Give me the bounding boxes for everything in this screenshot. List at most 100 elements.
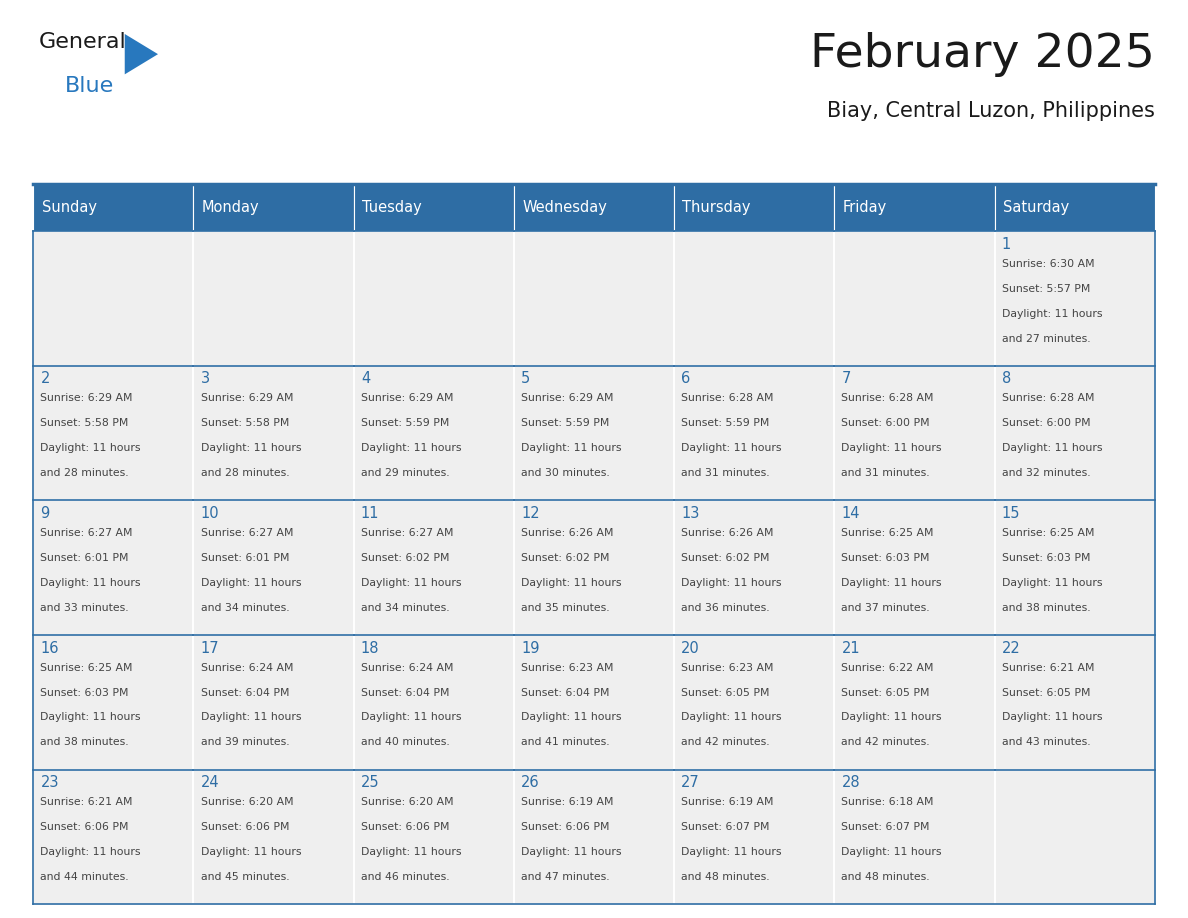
Text: Blue: Blue	[65, 76, 114, 96]
Text: Daylight: 11 hours: Daylight: 11 hours	[201, 577, 301, 588]
FancyBboxPatch shape	[194, 366, 354, 500]
Text: Sunset: 6:03 PM: Sunset: 6:03 PM	[1001, 553, 1091, 563]
Text: Sunrise: 6:23 AM: Sunrise: 6:23 AM	[681, 663, 773, 673]
Text: Sunrise: 6:21 AM: Sunrise: 6:21 AM	[40, 797, 133, 807]
Text: Sunrise: 6:18 AM: Sunrise: 6:18 AM	[841, 797, 934, 807]
FancyBboxPatch shape	[834, 184, 994, 231]
Text: 14: 14	[841, 506, 860, 521]
Text: Daylight: 11 hours: Daylight: 11 hours	[681, 443, 782, 453]
Text: Daylight: 11 hours: Daylight: 11 hours	[40, 847, 141, 857]
Text: Sunrise: 6:29 AM: Sunrise: 6:29 AM	[40, 394, 133, 403]
Text: Daylight: 11 hours: Daylight: 11 hours	[1001, 577, 1102, 588]
Text: 11: 11	[361, 506, 379, 521]
Text: Daylight: 11 hours: Daylight: 11 hours	[361, 443, 461, 453]
FancyBboxPatch shape	[33, 635, 194, 769]
Text: Sunset: 6:02 PM: Sunset: 6:02 PM	[522, 553, 609, 563]
Text: and 47 minutes.: and 47 minutes.	[522, 872, 609, 882]
FancyBboxPatch shape	[674, 769, 834, 904]
Text: Daylight: 11 hours: Daylight: 11 hours	[522, 712, 621, 722]
Text: Daylight: 11 hours: Daylight: 11 hours	[522, 847, 621, 857]
Text: Daylight: 11 hours: Daylight: 11 hours	[1001, 308, 1102, 319]
Text: Sunset: 5:59 PM: Sunset: 5:59 PM	[681, 419, 770, 429]
Text: 18: 18	[361, 641, 379, 655]
Text: February 2025: February 2025	[810, 32, 1155, 77]
Text: 20: 20	[681, 641, 700, 655]
Text: and 27 minutes.: and 27 minutes.	[1001, 333, 1091, 343]
Text: and 38 minutes.: and 38 minutes.	[40, 737, 129, 747]
FancyBboxPatch shape	[33, 769, 194, 904]
FancyBboxPatch shape	[354, 366, 514, 500]
Text: Sunset: 6:04 PM: Sunset: 6:04 PM	[361, 688, 449, 698]
Text: and 38 minutes.: and 38 minutes.	[1001, 603, 1091, 612]
Text: Sunrise: 6:21 AM: Sunrise: 6:21 AM	[1001, 663, 1094, 673]
Text: Sunset: 6:01 PM: Sunset: 6:01 PM	[40, 553, 128, 563]
FancyBboxPatch shape	[354, 635, 514, 769]
Text: Sunrise: 6:20 AM: Sunrise: 6:20 AM	[201, 797, 293, 807]
Text: Daylight: 11 hours: Daylight: 11 hours	[681, 847, 782, 857]
Text: Daylight: 11 hours: Daylight: 11 hours	[361, 712, 461, 722]
FancyBboxPatch shape	[674, 366, 834, 500]
Text: and 42 minutes.: and 42 minutes.	[681, 737, 770, 747]
Text: Sunset: 6:05 PM: Sunset: 6:05 PM	[841, 688, 930, 698]
Text: Daylight: 11 hours: Daylight: 11 hours	[1001, 712, 1102, 722]
Text: Monday: Monday	[202, 200, 259, 215]
Text: Tuesday: Tuesday	[362, 200, 422, 215]
Text: and 33 minutes.: and 33 minutes.	[40, 603, 129, 612]
FancyBboxPatch shape	[834, 366, 994, 500]
Text: 28: 28	[841, 775, 860, 790]
Text: Sunset: 6:03 PM: Sunset: 6:03 PM	[841, 553, 930, 563]
Text: 6: 6	[681, 372, 690, 386]
Text: Biay, Central Luzon, Philippines: Biay, Central Luzon, Philippines	[827, 101, 1155, 121]
FancyBboxPatch shape	[994, 184, 1155, 231]
Text: 27: 27	[681, 775, 700, 790]
Text: Daylight: 11 hours: Daylight: 11 hours	[361, 577, 461, 588]
Text: 19: 19	[522, 641, 539, 655]
Text: Sunrise: 6:25 AM: Sunrise: 6:25 AM	[1001, 528, 1094, 538]
Text: Sunset: 6:06 PM: Sunset: 6:06 PM	[40, 823, 128, 832]
FancyBboxPatch shape	[194, 500, 354, 635]
FancyBboxPatch shape	[834, 769, 994, 904]
Text: 13: 13	[681, 506, 700, 521]
Text: Sunrise: 6:25 AM: Sunrise: 6:25 AM	[841, 528, 934, 538]
FancyBboxPatch shape	[514, 366, 674, 500]
Text: Sunset: 6:00 PM: Sunset: 6:00 PM	[841, 419, 930, 429]
Text: Saturday: Saturday	[1003, 200, 1069, 215]
Text: Sunrise: 6:25 AM: Sunrise: 6:25 AM	[40, 663, 133, 673]
Text: 1: 1	[1001, 237, 1011, 252]
Text: and 42 minutes.: and 42 minutes.	[841, 737, 930, 747]
Text: Sunset: 6:05 PM: Sunset: 6:05 PM	[1001, 688, 1091, 698]
Text: Sunset: 6:03 PM: Sunset: 6:03 PM	[40, 688, 128, 698]
Text: Sunday: Sunday	[42, 200, 96, 215]
FancyBboxPatch shape	[994, 500, 1155, 635]
Text: and 35 minutes.: and 35 minutes.	[522, 603, 609, 612]
FancyBboxPatch shape	[514, 184, 674, 231]
Text: 7: 7	[841, 372, 851, 386]
FancyBboxPatch shape	[514, 635, 674, 769]
Text: Sunset: 6:01 PM: Sunset: 6:01 PM	[201, 553, 289, 563]
Text: Sunrise: 6:28 AM: Sunrise: 6:28 AM	[681, 394, 773, 403]
FancyBboxPatch shape	[674, 635, 834, 769]
Text: 12: 12	[522, 506, 539, 521]
Text: Sunrise: 6:26 AM: Sunrise: 6:26 AM	[681, 528, 773, 538]
FancyBboxPatch shape	[33, 500, 194, 635]
Text: 4: 4	[361, 372, 371, 386]
Text: Sunrise: 6:29 AM: Sunrise: 6:29 AM	[361, 394, 454, 403]
Text: Daylight: 11 hours: Daylight: 11 hours	[681, 577, 782, 588]
Text: Sunset: 6:06 PM: Sunset: 6:06 PM	[201, 823, 289, 832]
FancyBboxPatch shape	[194, 769, 354, 904]
Text: Daylight: 11 hours: Daylight: 11 hours	[40, 443, 141, 453]
FancyBboxPatch shape	[354, 184, 514, 231]
Text: and 45 minutes.: and 45 minutes.	[201, 872, 289, 882]
FancyBboxPatch shape	[994, 635, 1155, 769]
Text: Daylight: 11 hours: Daylight: 11 hours	[40, 712, 141, 722]
Text: and 34 minutes.: and 34 minutes.	[361, 603, 449, 612]
Text: Daylight: 11 hours: Daylight: 11 hours	[361, 847, 461, 857]
FancyBboxPatch shape	[674, 231, 834, 366]
Text: Daylight: 11 hours: Daylight: 11 hours	[40, 577, 141, 588]
FancyBboxPatch shape	[994, 366, 1155, 500]
Text: Sunset: 6:04 PM: Sunset: 6:04 PM	[201, 688, 289, 698]
Text: and 46 minutes.: and 46 minutes.	[361, 872, 449, 882]
Text: and 39 minutes.: and 39 minutes.	[201, 737, 289, 747]
Text: 2: 2	[40, 372, 50, 386]
FancyBboxPatch shape	[514, 231, 674, 366]
